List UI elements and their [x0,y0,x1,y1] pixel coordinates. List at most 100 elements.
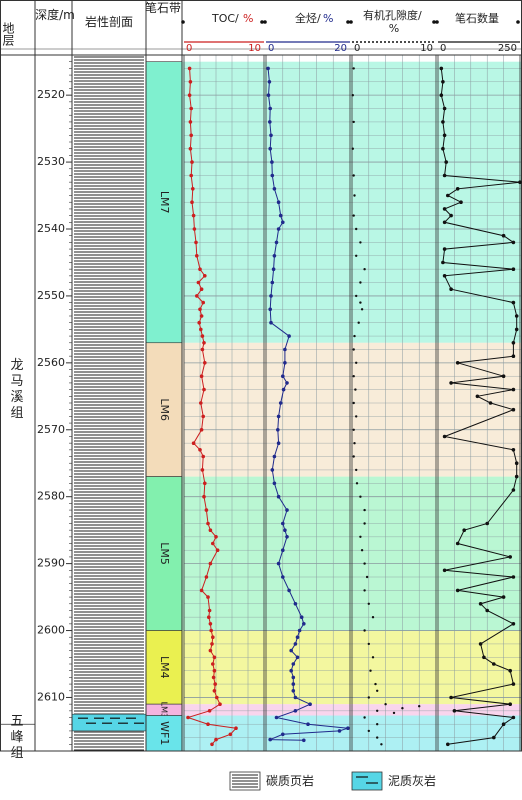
point-3-18 [442,247,447,251]
point-2-39 [367,642,370,646]
zone-label-2: LM5 [158,542,171,565]
header-hc-unit: % [323,12,333,25]
legend-shale-label: 碳质页岩 [266,773,314,788]
depth-label-2570: 2570 [37,423,65,436]
zone-label-1: LM6 [158,398,171,421]
scale-dot-left-2 [349,20,353,24]
point-1-13 [276,227,281,231]
point-3-9 [518,180,522,184]
point-0-1 [188,80,193,84]
point-0-23 [197,320,201,325]
point-2-37 [371,616,375,619]
point-3-17 [511,240,516,245]
point-0-55 [210,642,214,646]
scale-label-max-1: 20 [334,43,347,54]
scale-label-max-3: 250 [498,43,517,54]
point-0-70 [214,737,218,742]
scale-label-min-3: 0 [440,43,446,54]
zone-label-0: LM7 [158,191,171,214]
point-3-29 [501,374,506,379]
point-1-25 [285,381,289,385]
point-0-13 [194,240,198,245]
point-1-28 [276,414,281,419]
point-0-63 [215,695,219,700]
scale-label-min-0: 0 [186,43,192,54]
depth-label-2530: 2530 [37,155,65,168]
point-3-4 [441,120,445,124]
header-toc-title: TOC/ [211,12,239,25]
point-3-16 [501,233,506,238]
point-0-50 [207,608,212,613]
point-2-43 [376,689,379,692]
point-2-14 [360,308,364,311]
zone-backgrounds: LM7 LM6 LM5 LM4 LM3 WF1 [145,61,521,752]
point-1-31 [272,454,277,459]
point-1-60 [306,722,310,726]
point-3-38 [514,474,519,479]
formation-char: 龙 [10,358,23,373]
point-0-2 [187,93,192,97]
point-3-49 [485,608,490,613]
point-3-58 [452,709,457,713]
point-1-52 [289,668,294,673]
point-2-10 [363,268,366,271]
point-0-16 [203,274,207,278]
scale-dot-right-3 [516,20,520,24]
point-0-56 [208,648,213,653]
point-0-11 [191,213,196,218]
point-0-15 [198,267,202,272]
point-2-11 [359,281,362,284]
formation-char: 马 [10,374,23,389]
header-lithology: 岩性剖面 [85,14,133,29]
point-1-38 [285,535,289,539]
point-3-39 [511,488,516,492]
point-2-48 [376,709,379,712]
point-0-21 [198,307,202,312]
point-0-65 [207,709,212,713]
point-0-27 [200,347,205,352]
point-1-16 [271,267,276,272]
point-0-49 [206,595,210,599]
point-1-50 [295,655,300,660]
formation-char: 溪 [10,390,23,405]
point-2-53 [376,736,379,739]
data-series [186,66,522,747]
point-1-55 [291,689,296,693]
point-3-48 [478,602,483,606]
point-3-2 [439,93,444,97]
zone-band-4 [146,704,521,716]
point-1-8 [270,173,275,178]
header-depth: 深度/m [35,7,75,22]
point-3-3 [442,106,447,111]
column-frame: 龙马溪组五峰组252025302540255025602570258025902… [0,0,522,761]
scale-dot-left-1 [263,20,267,24]
point-2-6 [352,214,355,217]
header-formation: 地层 [1,22,15,47]
header-hc-title: 全烃/ [295,11,321,25]
point-1-32 [270,468,275,472]
point-1-23 [283,361,287,365]
point-3-14 [449,213,453,218]
point-3-22 [449,287,453,292]
depth-label-2540: 2540 [37,222,65,235]
point-3-60 [501,722,506,726]
point-2-51 [376,723,379,726]
point-0-59 [212,668,217,673]
point-2-2 [352,120,355,124]
point-1-6 [268,146,273,151]
point-0-8 [189,173,193,178]
point-0-44 [211,541,215,546]
point-0-37 [200,468,205,472]
point-3-34 [511,407,516,412]
point-2-54 [380,743,383,746]
point-3-56 [449,695,453,700]
point-2-50 [363,716,366,719]
point-3-19 [441,260,445,265]
point-2-8 [359,241,362,244]
point-3-26 [511,341,516,345]
header-grap-title: 笔石数量 [455,11,499,25]
point-3-54 [508,668,512,673]
point-1-17 [270,280,275,285]
point-3-10 [455,187,460,191]
point-0-31 [199,401,203,405]
